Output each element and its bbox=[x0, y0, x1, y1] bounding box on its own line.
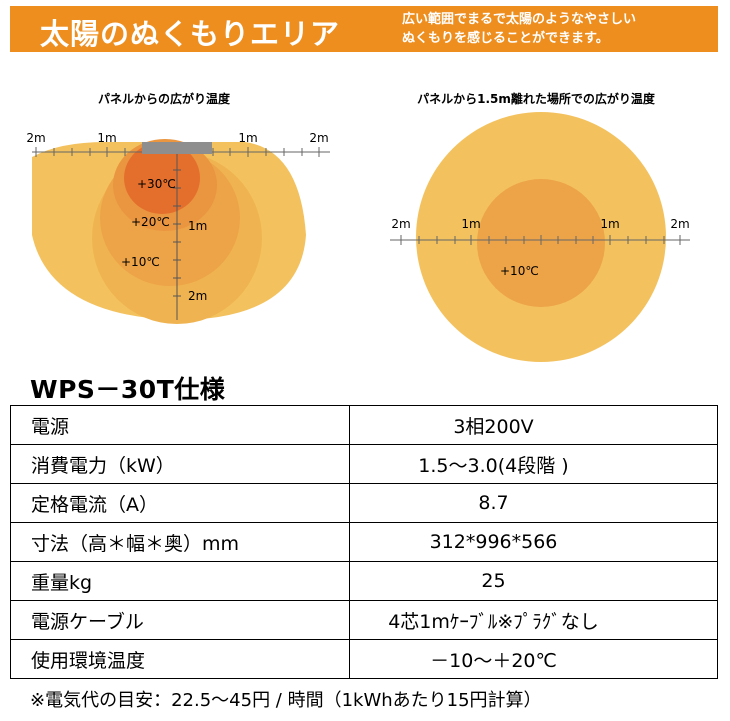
table-row: 電源ケーブル 4芯1mｹｰﾌﾞﾙ※ﾌﾟﾗｸﾞなし bbox=[10, 600, 718, 640]
right-diagram-caption: パネルから1.5m離れた場所での広がり温度 bbox=[417, 91, 656, 106]
right-scale-label-2m-left: 2m bbox=[391, 217, 410, 231]
table-row: 重量kg 25 bbox=[10, 561, 718, 601]
banner-title: 太陽のぬくもりエリア bbox=[40, 17, 341, 51]
spec-value: 8.7 bbox=[349, 483, 718, 523]
left-depth-label-1m: 1m bbox=[188, 219, 207, 233]
left-depth-ticks bbox=[173, 169, 181, 297]
spec-label: 使用環境温度 bbox=[10, 639, 350, 679]
spec-value: 3相200V bbox=[349, 405, 718, 445]
spec-title: WPS－30T仕様 bbox=[30, 375, 226, 404]
spec-label: 寸法（高＊幅＊奥）mm bbox=[10, 522, 350, 562]
right-scale-label-2m-right: 2m bbox=[670, 217, 689, 231]
spec-label: 定格電流（A） bbox=[10, 483, 350, 523]
heater-panel bbox=[142, 142, 212, 154]
left-scale-label-1m-left: 1m bbox=[97, 131, 116, 145]
diagram-svg: パネルからの広がり温度 2m 1m 1m 2m bbox=[26, 91, 690, 362]
spec-table: 電源 3相200V 消費電力（kW） 1.5～3.0(4段階 ) 定格電流（A）… bbox=[10, 405, 718, 679]
header-banner: 太陽のぬくもりエリア 広い範囲でまるで太陽のようなやさしい ぬくもりを感じること… bbox=[10, 6, 718, 52]
left-zone-label-20c: +20℃ bbox=[131, 215, 170, 229]
left-scale-label-2m-left: 2m bbox=[26, 131, 45, 145]
banner-description-line-2: ぬくもりを感じることができます。 bbox=[402, 31, 609, 46]
spec-value: 25 bbox=[349, 561, 718, 601]
spec-label: 電源 bbox=[10, 405, 350, 445]
banner-description: 広い範囲でまるで太陽のようなやさしい ぬくもりを感じることができます。 bbox=[402, 10, 636, 48]
left-diagram-caption: パネルからの広がり温度 bbox=[98, 91, 231, 106]
electricity-cost-note: ※電気代の目安：22.5～45円 / 時間（1kWhあたり15円計算） bbox=[30, 690, 542, 711]
spec-label: 消費電力（kW） bbox=[10, 444, 350, 484]
heat-spread-diagrams: パネルからの広がり温度 2m 1m 1m 2m bbox=[0, 60, 730, 370]
spec-value: 4芯1mｹｰﾌﾞﾙ※ﾌﾟﾗｸﾞなし bbox=[349, 600, 718, 640]
right-scale-label-1m-right: 1m bbox=[600, 217, 619, 231]
left-zone-core bbox=[124, 142, 200, 214]
banner-description-line-1: 広い範囲でまるで太陽のようなやさしい bbox=[402, 12, 637, 27]
left-depth-label-2m: 2m bbox=[188, 289, 207, 303]
spec-value: 1.5～3.0(4段階 ) bbox=[349, 444, 718, 484]
table-row: 電源 3相200V bbox=[10, 405, 718, 445]
left-zone-label-10c: +10℃ bbox=[121, 255, 160, 269]
right-scale-label-1m-left: 1m bbox=[461, 217, 480, 231]
table-row: 消費電力（kW） 1.5～3.0(4段階 ) bbox=[10, 444, 718, 484]
left-scale-label-1m-right: 1m bbox=[238, 131, 257, 145]
spec-value: －10～＋20℃ bbox=[349, 639, 718, 679]
left-scale-label-2m-right: 2m bbox=[309, 131, 328, 145]
table-row: 定格電流（A） 8.7 bbox=[10, 483, 718, 523]
spec-label: 重量kg bbox=[10, 561, 350, 601]
right-zone-label-10c: +10℃ bbox=[500, 264, 539, 278]
spec-value: 312*996*566 bbox=[349, 522, 718, 562]
table-row: 使用環境温度 －10～＋20℃ bbox=[10, 639, 718, 679]
left-scale-ticks bbox=[35, 147, 320, 157]
table-row: 寸法（高＊幅＊奥）mm 312*996*566 bbox=[10, 522, 718, 562]
spec-label: 電源ケーブル bbox=[10, 600, 350, 640]
right-scale-ticks bbox=[400, 235, 681, 245]
left-zone-label-30c: +30℃ bbox=[137, 177, 176, 191]
